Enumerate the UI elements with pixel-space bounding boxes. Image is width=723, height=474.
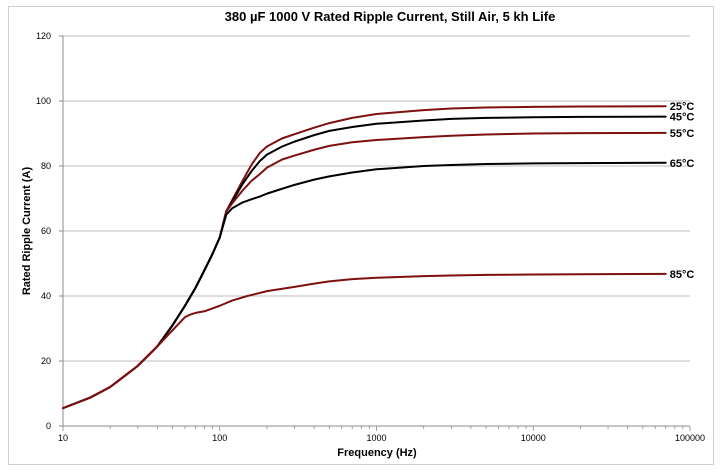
series-line-65c: [62, 161, 667, 410]
series-lines: [62, 105, 667, 410]
series-label: 25°C: [670, 101, 695, 113]
x-tick-label: 10: [58, 433, 68, 443]
x-tick-labels: 10 100 1000 10000 100000: [58, 433, 705, 443]
y-tick-labels: 0 20 40 60 80 100 120: [36, 31, 51, 431]
x-tick-label: 100: [212, 433, 227, 443]
y-tick-label: 100: [36, 96, 51, 106]
y-tick-label: 80: [41, 161, 51, 171]
x-tick-label: 1000: [366, 433, 386, 443]
y-tick-label: 20: [41, 356, 51, 366]
x-axis-title: Frequency (Hz): [337, 447, 417, 459]
y-tick-label: 0: [46, 421, 51, 431]
y-tick-label: 40: [41, 291, 51, 301]
axes: [59, 35, 691, 431]
y-axis-title: Rated Ripple Current (A): [21, 166, 33, 295]
x-tick-label: 10000: [521, 433, 546, 443]
series-line-45c: [62, 115, 667, 410]
series-label: 85°C: [670, 269, 695, 281]
gridlines: [63, 35, 690, 362]
y-tick-label: 120: [36, 31, 51, 41]
series-label: 65°C: [670, 158, 695, 170]
chart-title: 380 µF 1000 V Rated Ripple Current, Stil…: [225, 9, 556, 24]
series-label: 55°C: [670, 128, 695, 140]
x-tick-label: 100000: [675, 433, 705, 443]
series-line-55c: [62, 131, 667, 410]
series-line-85c: [62, 272, 667, 410]
series-line-25c: [62, 105, 667, 410]
y-tick-label: 60: [41, 226, 51, 236]
chart-frame: [8, 6, 714, 465]
series-labels: 25°C45°C 55°C 65°C 85°C: [670, 101, 695, 281]
series-label: 45°C: [670, 112, 695, 124]
